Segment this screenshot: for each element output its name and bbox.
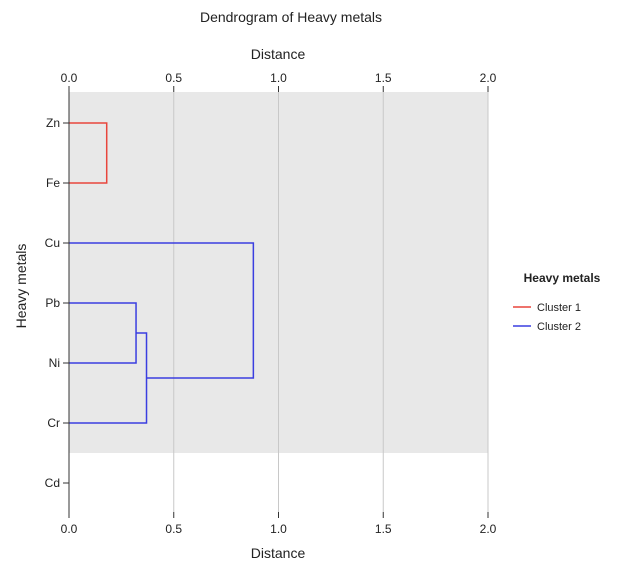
bottom-tick-label-2: 1.0: [270, 522, 287, 536]
legend-title: Heavy metals: [524, 271, 601, 285]
leaf-label-pb: Pb: [45, 296, 60, 310]
leaf-label-cu: Cu: [45, 236, 60, 250]
y-axis-title: Heavy metals: [13, 244, 29, 329]
top-tick-label-4: 2.0: [480, 71, 497, 85]
leaf-label-cd: Cd: [45, 476, 60, 490]
bottom-tick-label-1: 0.5: [165, 522, 182, 536]
legend-label-cluster-2: Cluster 2: [537, 321, 581, 333]
top-tick-label-1: 0.5: [165, 71, 182, 85]
leaf-label-zn: Zn: [46, 116, 60, 130]
legend-label-cluster-1: Cluster 1: [537, 302, 581, 314]
leaf-label-ni: Ni: [49, 356, 60, 370]
x-axis-title-top: Distance: [251, 46, 306, 62]
top-tick-label-2: 1.0: [270, 71, 287, 85]
leaf-label-cr: Cr: [47, 416, 60, 430]
top-tick-label-3: 1.5: [375, 71, 392, 85]
bottom-tick-label-3: 1.5: [375, 522, 392, 536]
link-cu-pbnicr: [69, 242, 255, 379]
x-axis-title-bottom: Distance: [251, 545, 306, 561]
bottom-tick-label-0: 0.0: [61, 522, 78, 536]
bottom-tick-label-4: 2.0: [480, 522, 497, 536]
chart-title: Dendrogram of Heavy metals: [200, 9, 382, 25]
leaf-label-fe: Fe: [46, 176, 60, 190]
dendrogram-links: [69, 122, 255, 424]
top-tick-label-0: 0.0: [61, 71, 78, 85]
axes: 0.0 0.0 0.5 0.5 1.0 1.0 1.5 1.5 2.0 2.0 Zn Fe Cu Pb Ni…: [45, 71, 497, 536]
link-zn-fe: [69, 122, 108, 184]
legend: Heavy metals Cluster 1 Cluster 2: [513, 271, 601, 333]
grid-lines: [173, 92, 489, 512]
